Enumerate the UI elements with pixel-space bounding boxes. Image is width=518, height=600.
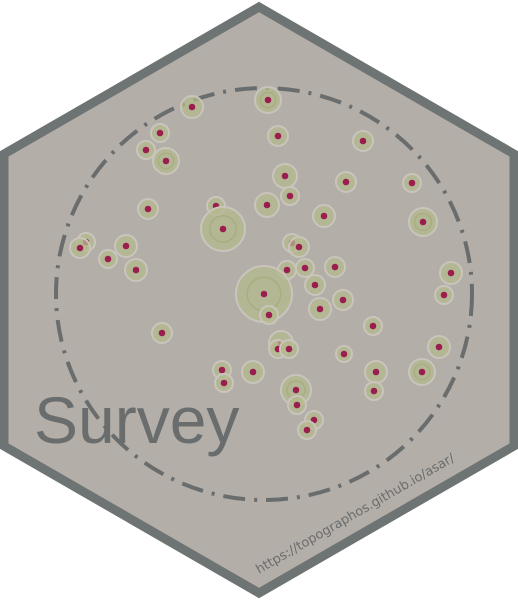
site-point	[280, 186, 300, 206]
site-point	[259, 305, 279, 325]
site-dot	[220, 379, 228, 387]
site-dot	[142, 146, 150, 154]
site-dot	[293, 401, 301, 409]
site-dot	[359, 137, 367, 145]
site-dot	[264, 96, 272, 104]
site-halo-inner	[413, 212, 433, 232]
site-point	[324, 256, 346, 278]
site-dot	[158, 329, 166, 337]
site-dot	[219, 225, 227, 233]
site-point	[304, 274, 326, 296]
site-point	[287, 395, 307, 415]
site-dot	[418, 368, 426, 376]
site-dot	[339, 296, 347, 304]
site-dot	[218, 366, 226, 374]
site-point	[363, 316, 383, 336]
site-halo-inner	[259, 91, 277, 109]
site-dot	[156, 129, 164, 137]
site-point	[235, 265, 293, 323]
sticker-title: Survey	[34, 383, 239, 457]
site-halo-inner	[209, 215, 237, 243]
site-point	[69, 237, 91, 259]
site-dot	[372, 368, 380, 376]
site-dot	[144, 205, 152, 213]
site-point	[98, 249, 118, 269]
site-point	[254, 86, 282, 114]
site-dot	[295, 243, 303, 251]
site-point	[352, 130, 374, 152]
site-point	[312, 204, 336, 228]
site-dot	[340, 350, 348, 358]
site-dot	[263, 201, 271, 209]
site-point	[295, 258, 315, 278]
site-point	[335, 345, 353, 363]
site-dot	[104, 255, 112, 263]
site-point	[332, 289, 354, 311]
site-point	[364, 381, 384, 401]
site-point	[439, 261, 463, 285]
site-halo-inner	[413, 363, 431, 381]
site-point	[214, 373, 234, 393]
site-point	[427, 335, 451, 359]
site-dot	[316, 305, 324, 313]
site-dot	[274, 132, 282, 140]
survey-boundary-circle	[54, 86, 474, 502]
site-point	[308, 297, 332, 321]
site-point	[241, 360, 265, 384]
site-point	[272, 163, 298, 189]
site-point	[267, 125, 289, 147]
site-point	[297, 420, 317, 440]
site-point	[136, 140, 156, 160]
site-dot	[331, 263, 339, 271]
site-point	[434, 285, 454, 305]
site-point	[124, 258, 148, 282]
site-dot	[301, 264, 309, 272]
site-points-layer	[69, 86, 463, 440]
site-point	[114, 234, 138, 258]
site-dot	[283, 266, 291, 274]
site-dot	[435, 343, 443, 351]
site-dot	[285, 345, 293, 353]
site-point	[408, 358, 436, 386]
site-dot	[369, 322, 377, 330]
site-point	[200, 206, 246, 252]
site-point	[408, 207, 438, 237]
site-dot	[249, 368, 257, 376]
site-point	[212, 360, 232, 380]
site-point	[279, 339, 299, 359]
site-dot	[281, 172, 289, 180]
site-point	[254, 192, 280, 218]
site-dot	[440, 291, 448, 299]
site-dot	[447, 269, 455, 277]
site-dot	[132, 266, 140, 274]
site-dot	[342, 178, 350, 186]
site-dot	[76, 244, 84, 252]
site-dot	[303, 426, 311, 434]
site-point	[150, 123, 170, 143]
site-point	[152, 147, 180, 175]
site-dot	[370, 387, 378, 395]
site-point	[137, 198, 159, 220]
site-dot	[320, 212, 328, 220]
site-halo-inner	[157, 152, 175, 170]
site-point	[402, 173, 422, 193]
site-dot	[419, 218, 427, 226]
site-point	[364, 360, 388, 384]
site-dot	[260, 290, 268, 298]
site-dot	[122, 242, 130, 250]
site-dot	[408, 179, 416, 187]
site-dot	[292, 386, 300, 394]
site-dot	[286, 192, 294, 200]
site-dot	[162, 157, 170, 165]
site-point	[288, 236, 310, 258]
site-dot	[265, 311, 273, 319]
site-point	[180, 95, 204, 119]
site-dot	[311, 281, 319, 289]
site-dot	[188, 103, 196, 111]
site-point	[151, 322, 173, 344]
site-point	[335, 171, 357, 193]
